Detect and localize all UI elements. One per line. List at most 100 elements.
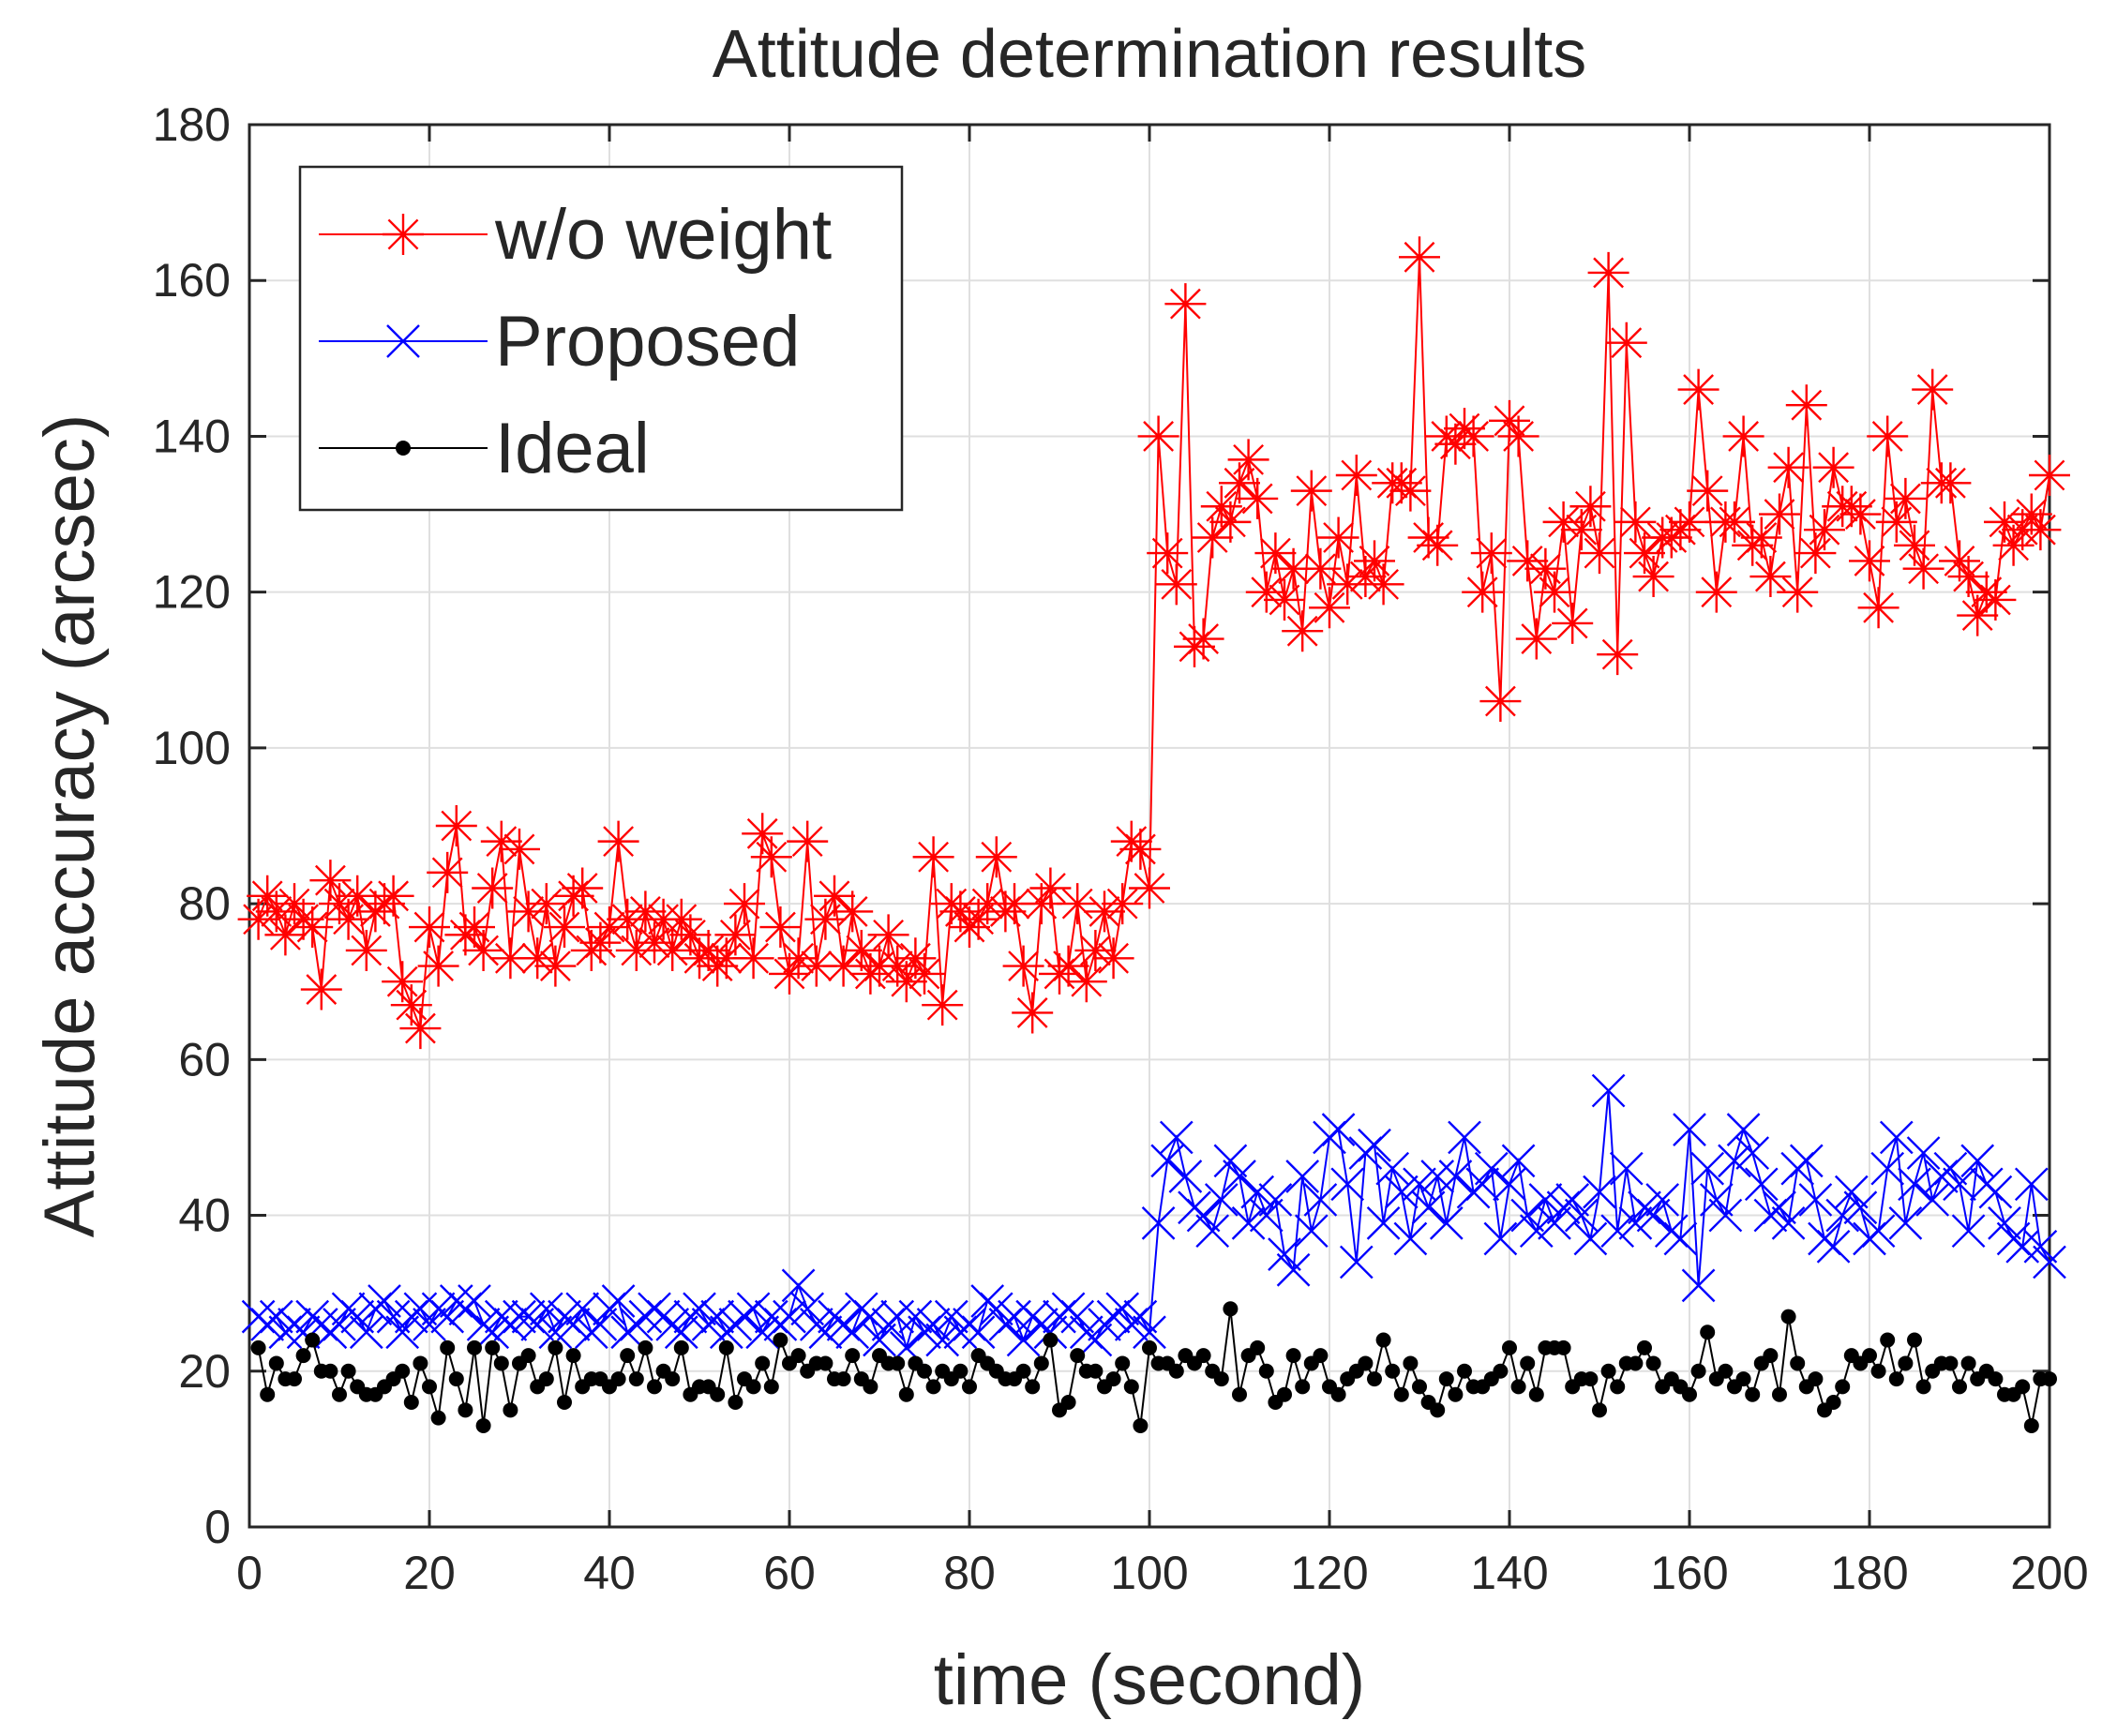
data-point-ideal xyxy=(403,1395,419,1411)
chart-title: Attitude determination results xyxy=(713,17,1586,92)
x-tick-label: 160 xyxy=(1650,1547,1728,1599)
y-tick-label: 0 xyxy=(204,1501,231,1553)
data-point-w-o-weight xyxy=(1605,322,1647,364)
data-point-proposed xyxy=(1564,1198,1599,1233)
data-point-w-o-weight xyxy=(1282,610,1324,652)
data-point-ideal xyxy=(1888,1371,1904,1387)
legend: w/o weight Proposed Ideal xyxy=(298,165,904,512)
data-point-w-o-weight xyxy=(967,883,1009,925)
data-point-w-o-weight xyxy=(1777,571,1819,613)
data-point-proposed xyxy=(1213,1144,1248,1178)
data-point-ideal xyxy=(890,1355,906,1371)
y-axis-label: Attitude accuracy (arcsec) xyxy=(30,414,110,1238)
data-point-w-o-weight xyxy=(247,875,289,917)
data-point-w-o-weight xyxy=(1614,501,1657,543)
data-point-ideal xyxy=(332,1386,347,1402)
data-point-proposed xyxy=(1223,1160,1256,1193)
data-point-ideal xyxy=(1825,1395,1841,1411)
data-point-ideal xyxy=(1313,1348,1329,1364)
data-point-w-o-weight xyxy=(1335,455,1377,496)
data-point-ideal xyxy=(1393,1386,1409,1402)
data-point-ideal xyxy=(925,1379,941,1395)
data-point-w-o-weight xyxy=(1219,462,1260,504)
data-point-ideal xyxy=(1880,1332,1896,1348)
data-point-w-o-weight xyxy=(1092,937,1134,980)
data-point-proposed xyxy=(1708,1198,1743,1233)
data-point-proposed xyxy=(520,1308,555,1341)
data-point-w-o-weight xyxy=(1569,486,1612,528)
data-point-ideal xyxy=(448,1371,464,1387)
data-point-proposed xyxy=(863,1323,896,1357)
legend-entry-ideal: Ideal xyxy=(319,409,650,488)
data-point-proposed xyxy=(745,1315,780,1350)
y-tick-label: 20 xyxy=(178,1345,231,1398)
data-point-proposed xyxy=(1438,1160,1473,1193)
data-point-w-o-weight xyxy=(1264,578,1305,621)
data-point-proposed xyxy=(1493,1167,1526,1202)
data-point-proposed xyxy=(376,1299,411,1334)
data-point-ideal xyxy=(1610,1379,1626,1395)
data-point-proposed xyxy=(898,1299,933,1334)
data-point-proposed xyxy=(1718,1144,1751,1178)
data-point-w-o-weight xyxy=(1192,516,1234,559)
data-point-ideal xyxy=(260,1386,276,1402)
data-point-w-o-weight xyxy=(1147,532,1189,575)
data-point-proposed xyxy=(1510,1198,1545,1233)
data-point-w-o-weight xyxy=(705,937,747,980)
data-point-proposed xyxy=(1168,1160,1203,1193)
data-point-ideal xyxy=(1277,1386,1292,1402)
data-point-ideal xyxy=(1763,1348,1779,1364)
data-point-w-o-weight xyxy=(1002,945,1044,987)
data-point-w-o-weight xyxy=(1687,470,1729,512)
data-point-w-o-weight xyxy=(1587,251,1629,293)
data-point-w-o-weight xyxy=(787,820,829,862)
series-layer xyxy=(237,236,2070,1433)
data-point-proposed xyxy=(1663,1221,1698,1256)
data-point-w-o-weight xyxy=(1984,501,2025,543)
data-point-w-o-weight xyxy=(1299,547,1342,590)
data-point-proposed xyxy=(1006,1323,1041,1357)
x-tick-label: 20 xyxy=(403,1547,456,1599)
legend-marker-w-o-weight xyxy=(383,214,424,255)
data-point-proposed xyxy=(1943,1167,1976,1202)
data-point-ideal xyxy=(1718,1363,1734,1379)
data-point-ideal xyxy=(665,1371,681,1387)
data-point-ideal xyxy=(1367,1371,1382,1387)
data-point-proposed xyxy=(430,1299,465,1334)
data-point-ideal xyxy=(745,1379,761,1395)
data-point-w-o-weight xyxy=(832,890,874,933)
data-point-w-o-weight xyxy=(624,890,667,933)
x-tick-label: 200 xyxy=(2010,1547,2088,1599)
data-point-ideal xyxy=(1600,1363,1616,1379)
data-point-proposed xyxy=(664,1315,698,1350)
data-point-w-o-weight xyxy=(579,921,622,964)
data-point-proposed xyxy=(1033,1315,1068,1350)
data-point-w-o-weight xyxy=(1209,501,1252,543)
data-point-w-o-weight xyxy=(1534,571,1575,613)
data-point-proposed xyxy=(1375,1151,1410,1186)
data-point-ideal xyxy=(1510,1379,1526,1395)
y-tick-label: 120 xyxy=(153,566,231,619)
data-point-w-o-weight xyxy=(507,890,549,933)
data-point-ideal xyxy=(1520,1355,1536,1371)
data-point-w-o-weight xyxy=(562,867,604,909)
data-point-ideal xyxy=(1637,1339,1652,1355)
data-point-proposed xyxy=(1699,1183,1734,1217)
data-point-ideal xyxy=(467,1339,482,1355)
data-point-proposed xyxy=(1411,1190,1446,1225)
data-point-proposed xyxy=(1078,1323,1113,1357)
data-point-ideal xyxy=(1232,1386,1247,1402)
data-point-proposed xyxy=(1384,1175,1419,1209)
data-point-proposed xyxy=(1951,1214,1986,1249)
x-tick-label: 140 xyxy=(1470,1547,1548,1599)
data-point-w-o-weight xyxy=(1102,883,1144,925)
data-point-w-o-weight xyxy=(904,952,945,995)
data-point-w-o-weight xyxy=(2029,455,2070,496)
data-point-w-o-weight xyxy=(1992,524,2034,566)
data-point-ideal xyxy=(1808,1371,1824,1387)
data-point-ideal xyxy=(1213,1371,1229,1387)
data-point-proposed xyxy=(1771,1206,1806,1240)
data-point-w-o-weight xyxy=(1497,415,1539,457)
data-point-w-o-weight xyxy=(1560,509,1602,551)
data-point-ideal xyxy=(790,1348,806,1364)
